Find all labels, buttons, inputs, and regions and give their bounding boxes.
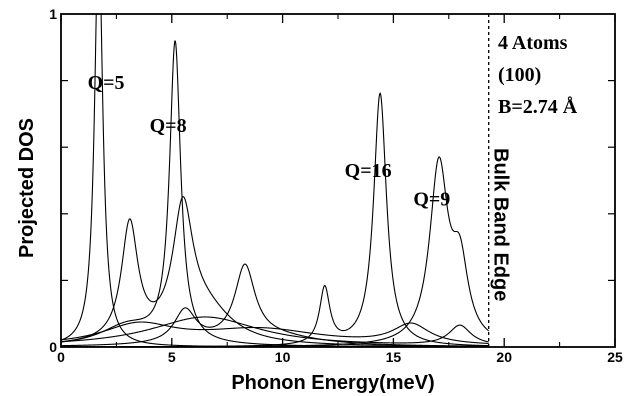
x-axis-title: Phonon Energy(meV) [231, 372, 434, 394]
info-line-2: (100) [498, 64, 541, 86]
info-line-3: B=2.74 Å [498, 95, 578, 118]
x-tick-label-5: 5 [168, 349, 176, 365]
x-tick-label-10: 10 [275, 349, 291, 365]
peak-label-q9: Q=9 [413, 188, 450, 210]
tick-labels: 0 5 10 15 20 25 0 1 [49, 6, 623, 365]
dos-curves [61, 14, 490, 347]
series-line-4 [61, 156, 490, 347]
y-tick-label-0: 0 [49, 339, 57, 355]
peak-label-q16: Q=16 [345, 160, 392, 182]
peak-label-q5: Q=5 [88, 72, 125, 94]
x-tick-label-15: 15 [386, 349, 402, 365]
peak-labels: Q=5 Q=8 Q=16 Q=9 [88, 72, 451, 211]
x-tick-label-0: 0 [57, 349, 65, 365]
x-tick-label-20: 20 [496, 349, 512, 365]
y-tick-label-1: 1 [49, 6, 57, 22]
info-line-1: 4 Atoms [498, 32, 568, 54]
series-line-7 [61, 321, 489, 344]
series-line-3 [61, 92, 489, 347]
peak-label-q8: Q=8 [150, 115, 187, 137]
bulk-band-edge-label: Bulk Band Edge [490, 148, 512, 301]
y-axis-title: Projected DOS [16, 118, 38, 258]
series-line-1 [61, 14, 489, 347]
info-box: 4 Atoms (100) B=2.74 Å [498, 32, 578, 118]
series-line-6 [61, 263, 489, 347]
plot-frame [60, 13, 616, 348]
series-line-8 [61, 316, 489, 344]
series-line-5 [61, 196, 489, 347]
x-tick-label-25: 25 [607, 349, 623, 365]
